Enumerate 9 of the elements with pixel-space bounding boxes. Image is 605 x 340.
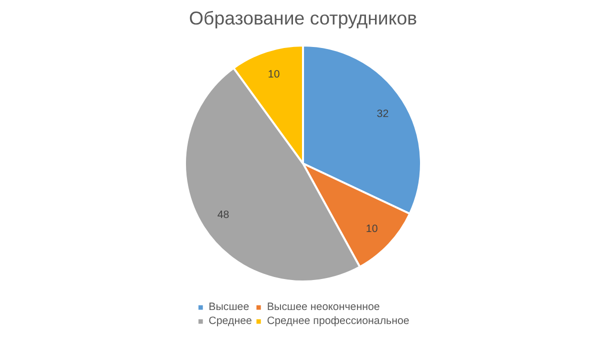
- data-label: 10: [366, 223, 378, 236]
- legend-label: Среднее: [208, 315, 252, 327]
- legend-label: Высшее: [208, 301, 250, 313]
- chart-title: Образование сотрудников: [188, 8, 418, 28]
- legend-label: Среднее профессиональное: [266, 315, 410, 327]
- data-label: 32: [376, 108, 389, 120]
- data-label: 48: [217, 209, 230, 222]
- data-label: 10: [268, 68, 280, 81]
- legend-label: Высшее неоконченное: [266, 301, 380, 313]
